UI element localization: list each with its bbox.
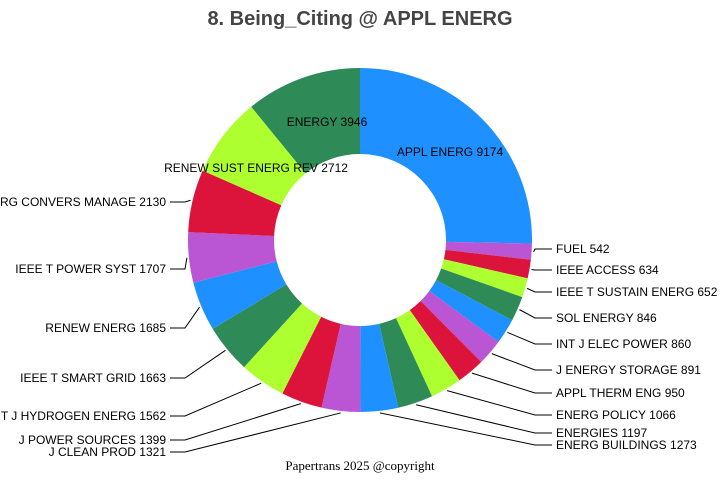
slice-label-group: APPL ENERG 9174 FUEL 542 IEEE ACCESS 634 IE… — [0, 115, 718, 459]
leader-line-group — [170, 199, 552, 453]
slice-group — [188, 68, 532, 412]
leader-line-int-j-hydrogen-energ — [170, 382, 262, 417]
slice-label-renew-energ: RENEW ENERG 1685 — [45, 321, 166, 335]
leader-line-renew-energ — [170, 306, 200, 329]
slice-label-sol-energy: SOL ENERGY 846 — [556, 311, 657, 325]
leader-line-ieee-access — [531, 268, 552, 271]
slice-j-clean-prod — [321, 323, 361, 412]
slice-label-ieee-access: IEEE ACCESS 634 — [556, 263, 659, 277]
leader-line-sol-energy — [519, 309, 552, 319]
leader-line-ieee-t-sustain-energ — [526, 287, 552, 293]
slice-label-energ-buildings: ENERG BUILDINGS 1273 — [556, 438, 697, 452]
leader-line-energ-buildings — [379, 412, 552, 446]
slice-label-appl-therm-eng: APPL THERM ENG 950 — [556, 386, 685, 400]
slice-j-power-sources — [282, 316, 341, 408]
slice-label-ieee-t-smart-grid: IEEE T SMART GRID 1663 — [20, 371, 166, 385]
slice-ieee-t-smart-grid — [212, 284, 303, 368]
leader-line-fuel — [533, 248, 552, 253]
leader-line-j-clean-prod — [170, 412, 341, 453]
slice-label-energ-convers-manage: ENERG CONVERS MANAGE 2130 — [0, 195, 166, 209]
slice-label-int-j-hydrogen-energ: INT J HYDROGEN ENERG 1562 — [0, 409, 166, 423]
slice-label-j-power-sources: J POWER SOURCES 1399 — [19, 433, 167, 447]
slice-appl-therm-eng — [409, 301, 482, 381]
slice-fuel — [445, 241, 532, 260]
slice-energ-buildings — [360, 323, 399, 412]
slice-label-fuel: FUEL 542 — [556, 242, 610, 256]
slice-renew-energ — [193, 261, 287, 329]
leader-line-ieee-t-smart-grid — [170, 349, 226, 379]
slice-label-j-clean-prod: J CLEAN PROD 1321 — [49, 445, 167, 459]
copyright-credit: Papertrans 2025 @copyright — [285, 458, 435, 473]
slice-int-j-hydrogen-energ — [244, 303, 322, 394]
slice-energ-convers-manage — [188, 170, 282, 237]
leader-line-j-energy-storage — [491, 353, 552, 371]
leader-line-j-power-sources — [170, 403, 301, 441]
slice-j-energy-storage — [420, 290, 499, 363]
leader-line-int-j-elec-power — [507, 331, 552, 345]
leader-line-ieee-t-power-syst — [170, 257, 188, 270]
slice-label-renew-sust-energ-rev: RENEW SUST ENERG REV 2712 — [164, 161, 348, 175]
slice-appl-energ — [360, 68, 532, 244]
chart-title: 8. Being_Citing @ APPL ENERG — [207, 8, 512, 30]
slice-label-ieee-t-sustain-energ: IEEE T SUSTAIN ENERG 652 — [556, 285, 718, 299]
slice-label-energy: ENERGY 3946 — [287, 115, 368, 129]
slice-renew-sust-energ-rev — [202, 106, 306, 206]
slice-sol-energy — [436, 268, 523, 321]
slice-energies — [379, 318, 433, 408]
slice-label-energ-policy: ENERG POLICY 1066 — [556, 408, 676, 422]
slice-label-energies: ENERGIES 1197 — [556, 426, 647, 440]
slice-label-appl-energ: APPL ENERG 9174 — [397, 145, 504, 159]
slice-label-ieee-t-power-syst: IEEE T POWER SYST 1707 — [15, 262, 166, 276]
leader-line-energ-convers-manage — [170, 199, 191, 203]
slice-label-int-j-elec-power: INT J ELEC POWER 860 — [556, 337, 691, 351]
leader-line-appl-therm-eng — [471, 372, 552, 394]
slice-ieee-t-sustain-energ — [441, 259, 528, 298]
leader-line-energies — [415, 404, 552, 434]
leader-line-energ-policy — [447, 390, 552, 416]
slice-int-j-elec-power — [429, 280, 513, 342]
slice-energ-policy — [396, 310, 460, 397]
slice-ieee-access — [443, 249, 531, 279]
slice-ieee-t-power-syst — [188, 232, 277, 283]
slice-label-j-energy-storage: J ENERGY STORAGE 891 — [556, 363, 701, 377]
slice-energy — [251, 68, 360, 174]
